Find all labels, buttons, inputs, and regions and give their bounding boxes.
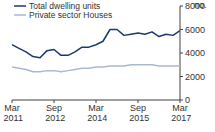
x-tick-label-part: Mar [88,103,104,113]
x-tick-label-part: 2014 [85,113,108,123]
series-line [12,30,180,58]
y-tick-label: 6000 [185,25,205,35]
x-tick-label-part: Mar [4,103,20,113]
legend-swatch [14,14,26,16]
y-tick [180,53,183,54]
x-tick-label-part: 2011 [1,113,23,123]
x-tick-label: Sep 2012 [43,103,66,123]
x-tick-label-part: 2015 [127,113,150,123]
y-axis-label: no. [194,0,207,10]
x-tick-label-part: 2012 [43,113,66,123]
series-line [12,65,180,72]
x-tick-label: Sep 2015 [127,103,150,123]
legend-label: Private sector Houses [29,10,112,20]
x-tick-label: Mar 2011 [1,103,23,123]
legend-swatch [14,5,26,7]
y-tick [180,6,183,7]
x-tick-label: Mar 2014 [85,103,108,123]
chart: 02000400060008000no.Mar 2011Sep 2012Mar … [0,0,215,132]
plot-lines [12,30,180,72]
y-tick-label: 4000 [185,48,205,58]
x-tick-label-part: Sep [130,103,146,113]
x-tick-label-part: 2017 [169,113,192,123]
y-tick-label: 2000 [185,72,205,82]
x-tick-label: Mar 2017 [169,103,192,123]
y-tick [180,29,183,30]
y-tick [180,76,183,77]
x-tick-label-part: Mar [172,103,188,113]
x-tick-label-part: Sep [46,103,62,113]
